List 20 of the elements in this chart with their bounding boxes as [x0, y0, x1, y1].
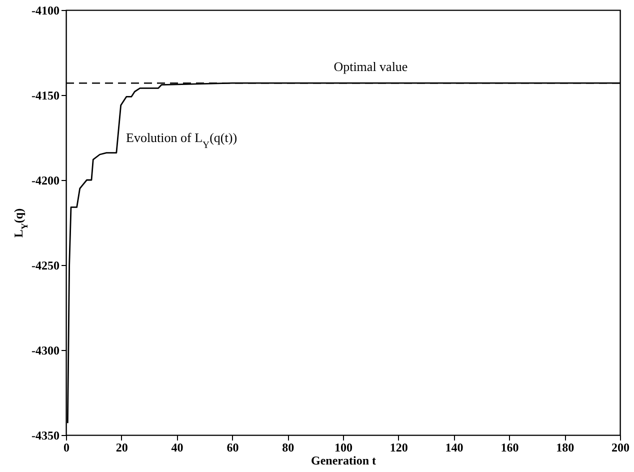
x-axis-title: Generation t [311, 454, 376, 468]
x-tick-label: 140 [445, 440, 464, 454]
x-tick-label: 160 [500, 440, 519, 454]
x-tick-label: 80 [282, 440, 294, 454]
y-tick-label: -4250 [32, 258, 60, 272]
ref-line-label: Optimal value [334, 59, 408, 74]
x-tick-label: 60 [226, 440, 239, 454]
y-tick-label: -4300 [32, 344, 60, 358]
y-tick-label: -4100 [32, 4, 60, 18]
annotation: Evolution of L$_{Y}$(q(t)) [126, 130, 238, 150]
x-tick-label: 180 [556, 440, 574, 454]
x-tick-label: 120 [390, 440, 408, 454]
x-tick-label: 20 [116, 440, 128, 454]
y-tick-label: -4150 [32, 88, 60, 102]
x-tick-label: 40 [171, 440, 184, 454]
x-tick-label: 0 [64, 440, 70, 454]
y-tick-label: -4200 [32, 174, 60, 188]
y-tick-label: -4350 [32, 428, 60, 442]
x-tick-label: 100 [334, 440, 352, 454]
x-tick-label: 200 [612, 440, 630, 454]
